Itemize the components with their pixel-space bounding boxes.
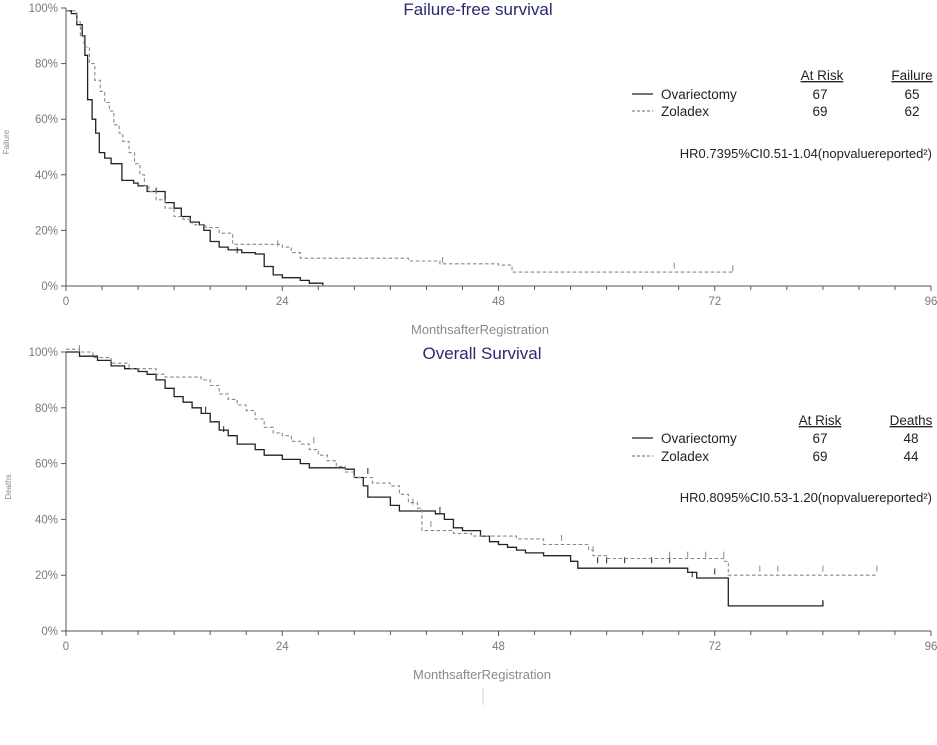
hazard-ratio-text: HR0.7395%CI0.51-1.04(nopvaluereported²) (680, 146, 932, 161)
y-tick-label: 60% (35, 114, 58, 126)
y-tick-label: 80% (35, 403, 58, 415)
legend-label-zoladex: Zoladex (661, 104, 709, 119)
y-tick-label: 40% (35, 514, 58, 526)
x-ticks: 0 24 48 72 96 (63, 286, 937, 308)
x-tick-label: 24 (276, 296, 289, 308)
x-tick-label: 72 (708, 641, 721, 653)
y-tick-label: 0% (41, 626, 58, 638)
series-group (66, 10, 734, 286)
y-axis-label: Failure (2, 129, 11, 154)
series-line-ovariectomy (66, 10, 324, 286)
events-ovariectomy: 48 (903, 431, 918, 446)
events-zoladex: 62 (904, 104, 919, 119)
x-tick-label: 0 (63, 641, 69, 653)
y-tick-label: 100% (29, 347, 58, 359)
y-tick-label: 20% (35, 225, 58, 237)
y-tick-label: 80% (35, 59, 58, 71)
at-risk-header: At Risk (801, 68, 844, 83)
legend-label-zoladex: Zoladex (661, 449, 709, 464)
legend-label-ovariectomy: Ovariectomy (661, 87, 737, 102)
at-risk-zoladex: 69 (812, 104, 827, 119)
y-ticks: 0% 20% 40% 60% 80% 100% (29, 3, 66, 293)
legend: At Risk Deaths Ovariectomy 67 48 Zoladex… (632, 413, 933, 505)
x-tick-label: 0 (63, 296, 69, 308)
legend-label-ovariectomy: Ovariectomy (661, 431, 737, 446)
series-line-ovariectomy (66, 351, 824, 607)
y-tick-label: 60% (35, 459, 58, 471)
x-tick-label: 96 (925, 296, 937, 308)
x-tick-label: 72 (708, 296, 721, 308)
x-tick-label: 96 (925, 641, 937, 653)
x-axis-label: MonthsafterRegistration (411, 322, 549, 337)
legend: At Risk Failure Ovariectomy 67 65 Zolade… (632, 68, 933, 161)
at-risk-ovariectomy: 67 (812, 87, 827, 102)
x-tick-label: 48 (492, 296, 505, 308)
events-header: Deaths (890, 413, 933, 428)
series-line-zoladex (66, 10, 733, 273)
at-risk-ovariectomy: 67 (812, 431, 827, 446)
x-axis-label: MonthsafterRegistration (413, 667, 551, 682)
y-tick-label: 100% (29, 3, 58, 15)
events-ovariectomy: 65 (904, 87, 919, 102)
panel-overall-survival: Overall Survival Deaths 0% 20% 40% 60% 80% 10… (4, 344, 937, 682)
chart-title: Failure-free survival (403, 0, 552, 19)
panel-failure-free: Failure-free survival Failure 0% 20% 40% 60… (2, 0, 937, 337)
at-risk-zoladex: 69 (812, 449, 827, 464)
at-risk-header: At Risk (799, 413, 842, 428)
events-header: Failure (891, 68, 932, 83)
series-line-zoladex (66, 348, 877, 576)
y-tick-label: 40% (35, 170, 58, 182)
events-zoladex: 44 (903, 449, 919, 464)
y-ticks: 0% 20% 40% 60% 80% 100% (29, 347, 66, 638)
x-ticks: 0 24 48 72 96 (63, 631, 937, 653)
y-tick-label: 0% (41, 281, 58, 293)
x-tick-label: 48 (492, 641, 505, 653)
chart-title: Overall Survival (422, 344, 541, 363)
x-tick-label: 24 (276, 641, 289, 653)
hazard-ratio-text: HR0.8095%CI0.53-1.20(nopvaluereported²) (680, 490, 932, 505)
series-group (66, 345, 878, 607)
y-axis-label: Deaths (4, 474, 13, 499)
y-tick-label: 20% (35, 570, 58, 582)
